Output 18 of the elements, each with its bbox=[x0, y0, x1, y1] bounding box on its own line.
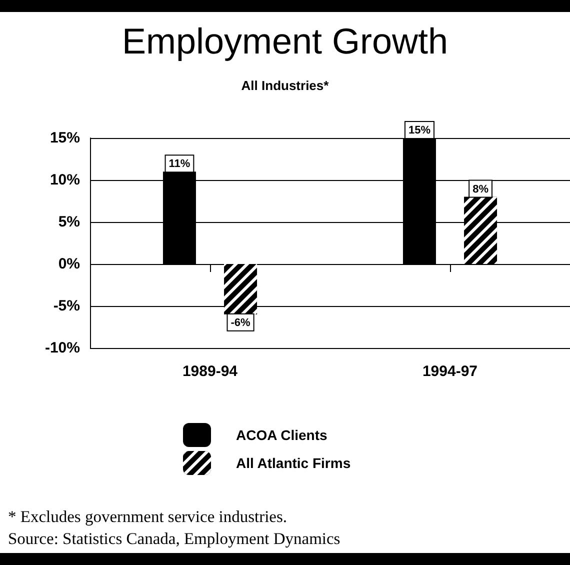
data-label: 11% bbox=[168, 158, 190, 170]
legend-label: ACOA Clients bbox=[236, 427, 328, 443]
chart-title: Employment Growth bbox=[122, 20, 448, 62]
chart-subtitle: All Industries* bbox=[241, 78, 330, 93]
y-tick-label: 10% bbox=[50, 172, 80, 188]
y-tick-label: 5% bbox=[58, 214, 80, 230]
x-tick-label: 1989-94 bbox=[182, 363, 238, 380]
y-tick-label: 15% bbox=[50, 130, 80, 146]
y-tick-label: -10% bbox=[44, 340, 80, 356]
data-label: -6% bbox=[230, 316, 251, 329]
data-label: 15% bbox=[408, 124, 431, 136]
y-tick-label: -5% bbox=[53, 298, 80, 314]
text: * Excludes government service industries. bbox=[8, 506, 288, 528]
y-tick-label: 0% bbox=[58, 256, 80, 272]
x-tick-label: 1994-97 bbox=[422, 363, 478, 380]
data-label: 8% bbox=[472, 183, 489, 196]
source-note: Source: Statistics Canada, Employment Dynamics bbox=[8, 528, 340, 550]
legend-label: All Atlantic Firms bbox=[236, 455, 351, 471]
